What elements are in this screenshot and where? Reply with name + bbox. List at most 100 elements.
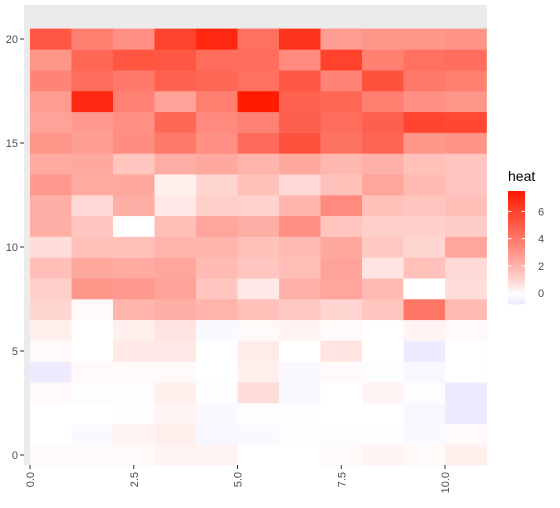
heatmap-tile	[362, 403, 404, 425]
heatmap-tile	[403, 28, 446, 50]
legend-color-step	[508, 300, 525, 303]
heatmap-tile	[320, 257, 363, 279]
legend-color-step	[508, 226, 525, 230]
legend-color-step	[508, 287, 525, 290]
heatmap-tile	[279, 257, 321, 279]
heatmap-tile	[71, 340, 114, 362]
heatmap-tile	[237, 299, 280, 321]
heatmap-tile	[237, 70, 280, 92]
legend-color-step	[508, 249, 525, 252]
y-axis-tick-label: 10	[6, 242, 18, 254]
heatmap-tile	[403, 195, 446, 217]
heatmap-tile	[362, 319, 404, 341]
legend-color-step	[508, 294, 525, 297]
heatmap-tile	[279, 174, 321, 196]
heatmap-tile	[279, 361, 321, 383]
heatmap-tile	[113, 195, 155, 217]
heatmap-tile	[196, 111, 238, 133]
heatmap-tile	[320, 382, 363, 404]
heatmap-tile	[320, 299, 363, 321]
heatmap-tile	[237, 403, 280, 425]
heatmap-tile	[154, 28, 197, 50]
legend-color-step	[508, 239, 525, 243]
legend-color-step	[508, 191, 525, 194]
legend-color-step	[508, 296, 525, 299]
heatmap-tile	[279, 153, 321, 175]
heatmap-tile	[196, 70, 238, 92]
heatmap-tile	[279, 382, 321, 404]
heatmap-tile	[154, 153, 197, 175]
legend-color-step	[508, 232, 525, 235]
heatmap-tile	[237, 195, 280, 217]
heatmap-tile	[196, 382, 238, 404]
heatmap-tile	[237, 174, 280, 196]
heatmap-tile	[30, 174, 72, 196]
heatmap-tile	[71, 299, 114, 321]
heatmap-tile	[320, 174, 363, 196]
legend-label: 2	[538, 261, 544, 273]
legend-color-step	[508, 288, 525, 292]
heatmap-tile	[320, 340, 363, 362]
heatmap-tile	[71, 91, 114, 113]
legend-label: 4	[538, 234, 544, 246]
heatmap-tile	[237, 111, 280, 133]
legend-color-step	[508, 221, 525, 224]
heatmap-tile	[113, 49, 155, 71]
legend-color-step	[508, 241, 525, 245]
heatmap-tile	[403, 91, 446, 113]
heatmap-tile	[113, 174, 155, 196]
legend-color-step	[508, 268, 525, 271]
heatmap-tile	[445, 278, 487, 300]
heatmap-tile	[445, 49, 487, 71]
heatmap-tile	[237, 257, 280, 279]
heatmap-tile	[403, 132, 446, 154]
heatmap-tile	[362, 382, 404, 404]
heatmap-tile	[279, 49, 321, 71]
heatmap-tile	[403, 215, 446, 237]
heatmap-tile	[154, 111, 197, 133]
heatmap-tile	[445, 403, 487, 425]
heatmap-tile	[237, 444, 280, 466]
legend-color-step	[508, 213, 525, 216]
heatmap-tile	[30, 132, 72, 154]
heatmap-tile	[113, 28, 155, 50]
heatmap-tile	[362, 195, 404, 217]
heatmap-tile	[196, 215, 238, 237]
heatmap-tile	[113, 361, 155, 383]
heatmap-tile	[445, 70, 487, 92]
heatmap-tile	[362, 278, 404, 300]
heatmap-tile	[30, 278, 72, 300]
legend-color-step	[508, 260, 525, 263]
heatmap-tile	[362, 174, 404, 196]
heatmap-tile	[279, 70, 321, 92]
legend-color-step	[508, 256, 525, 260]
heatmap-tile	[362, 444, 404, 466]
legend-color-step	[508, 204, 525, 207]
heatmap-tile	[362, 423, 404, 445]
heatmap-tile	[196, 444, 238, 466]
heatmap-tile	[445, 153, 487, 175]
heatmap-tile	[196, 132, 238, 154]
heatmap-tile	[320, 91, 363, 113]
heatmap-tile	[30, 195, 72, 217]
heatmap-tile	[113, 236, 155, 258]
heatmap-tile	[362, 236, 404, 258]
heatmap-tile	[30, 215, 72, 237]
legend-color-step	[508, 200, 525, 203]
x-axis-tick-label: 10.0	[440, 472, 452, 493]
legend-title: heat	[508, 168, 535, 184]
heatmap-tile	[154, 174, 197, 196]
heatmap-tile	[403, 278, 446, 300]
heatmap-tile	[445, 174, 487, 196]
legend-color-step	[508, 275, 525, 279]
heatmap-tile	[362, 299, 404, 321]
heatmap-tile	[320, 153, 363, 175]
y-axis-tick-label: 0	[12, 450, 18, 462]
legend-color-step	[508, 192, 525, 196]
legend-color-step	[508, 245, 525, 248]
heatmap-tile	[362, 28, 404, 50]
heatmap-tile	[30, 70, 72, 92]
heatmap-tile	[113, 132, 155, 154]
heatmap-tile	[320, 132, 363, 154]
